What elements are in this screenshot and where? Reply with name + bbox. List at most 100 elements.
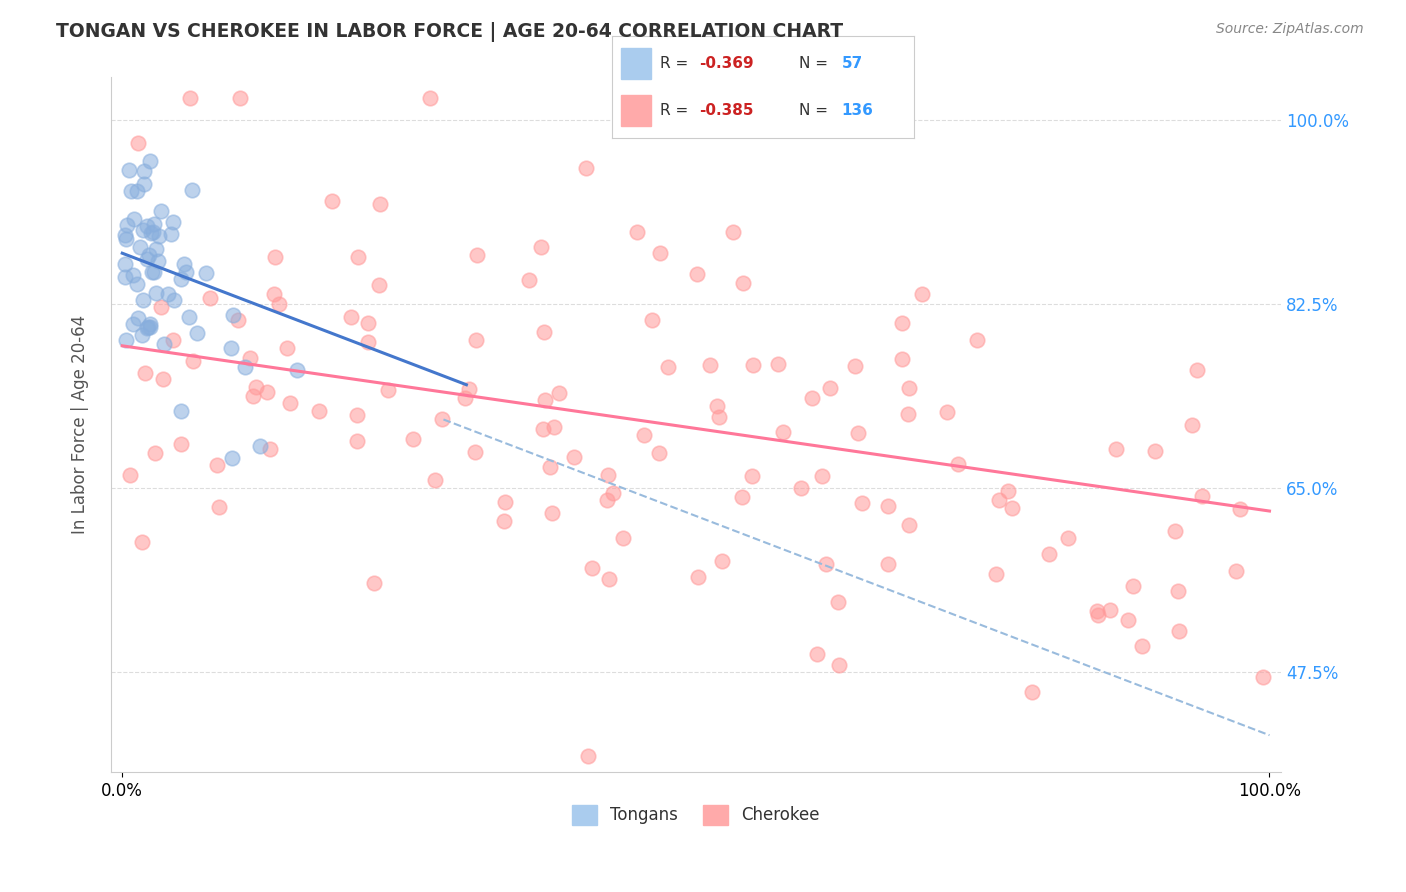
Point <box>131 327 153 342</box>
Point <box>208 500 231 514</box>
Point <box>1229 502 1251 516</box>
Point <box>125 184 148 198</box>
Point <box>340 310 363 324</box>
Text: 136: 136 <box>841 103 873 118</box>
Point <box>1038 547 1060 561</box>
Point <box>132 293 155 308</box>
Point <box>936 405 959 419</box>
Point <box>226 313 249 327</box>
Point <box>1251 670 1274 684</box>
Point <box>517 273 540 287</box>
Point <box>141 226 163 240</box>
Point <box>135 321 157 335</box>
Point <box>145 242 167 256</box>
Point <box>278 395 301 409</box>
Point <box>118 162 141 177</box>
Point <box>249 439 271 453</box>
Point <box>1191 489 1213 503</box>
Point <box>136 219 159 233</box>
Point <box>648 445 671 459</box>
Point <box>432 412 454 426</box>
Point <box>194 266 217 280</box>
Point <box>828 657 851 672</box>
Point <box>173 257 195 271</box>
Point <box>148 228 170 243</box>
Point <box>162 333 184 347</box>
Point <box>114 270 136 285</box>
Point <box>1164 797 1187 811</box>
Point <box>308 404 330 418</box>
Text: Source: ZipAtlas.com: Source: ZipAtlas.com <box>1216 22 1364 37</box>
Point <box>285 363 308 377</box>
Point <box>766 357 789 371</box>
Point <box>146 254 169 268</box>
Point <box>548 385 571 400</box>
Point <box>239 351 262 365</box>
Point <box>1164 524 1187 538</box>
Point <box>891 316 914 330</box>
Point <box>623 797 645 811</box>
Point <box>122 318 145 332</box>
Point <box>454 391 477 405</box>
Point <box>897 517 920 532</box>
Point <box>139 318 162 332</box>
Point <box>533 325 555 339</box>
Text: -0.385: -0.385 <box>699 103 754 118</box>
Point <box>494 495 516 509</box>
Point <box>269 297 291 311</box>
Point <box>135 252 157 267</box>
Point <box>402 432 425 446</box>
Point <box>377 383 399 397</box>
Point <box>143 217 166 231</box>
Point <box>657 359 679 374</box>
Point <box>143 265 166 279</box>
Point <box>179 310 201 325</box>
Point <box>150 300 173 314</box>
Point <box>150 204 173 219</box>
Point <box>153 337 176 351</box>
Point <box>911 287 934 301</box>
Point <box>139 154 162 169</box>
Text: 57: 57 <box>841 56 863 70</box>
Point <box>152 371 174 385</box>
Point <box>562 450 585 464</box>
Point <box>772 425 794 439</box>
Point <box>1021 685 1043 699</box>
Legend: Tongans, Cherokee: Tongans, Cherokee <box>564 797 828 833</box>
Point <box>138 248 160 262</box>
Point <box>128 240 150 254</box>
Point <box>132 223 155 237</box>
Point <box>181 354 204 368</box>
Text: R =: R = <box>659 56 693 70</box>
Point <box>259 442 281 457</box>
Point <box>368 197 391 211</box>
Point <box>543 419 565 434</box>
Point <box>1087 607 1109 622</box>
Point <box>1130 639 1153 653</box>
Point <box>576 749 599 764</box>
Point <box>1167 584 1189 599</box>
Point <box>800 391 823 405</box>
Point <box>851 496 873 510</box>
FancyBboxPatch shape <box>620 95 651 126</box>
Point <box>134 366 156 380</box>
Point <box>688 570 710 584</box>
Point <box>121 268 143 282</box>
Point <box>1181 417 1204 432</box>
Point <box>276 341 298 355</box>
Point <box>1085 604 1108 618</box>
Point <box>118 468 141 483</box>
Point <box>648 245 671 260</box>
Point <box>160 227 183 242</box>
Point <box>143 446 166 460</box>
Point <box>125 277 148 292</box>
Point <box>169 404 191 418</box>
Point <box>534 392 557 407</box>
Point <box>876 558 898 572</box>
Point <box>1168 624 1191 639</box>
Point <box>626 225 648 239</box>
Text: -0.369: -0.369 <box>699 56 754 70</box>
Point <box>321 194 343 209</box>
Point <box>1195 797 1218 811</box>
Point <box>264 250 287 264</box>
